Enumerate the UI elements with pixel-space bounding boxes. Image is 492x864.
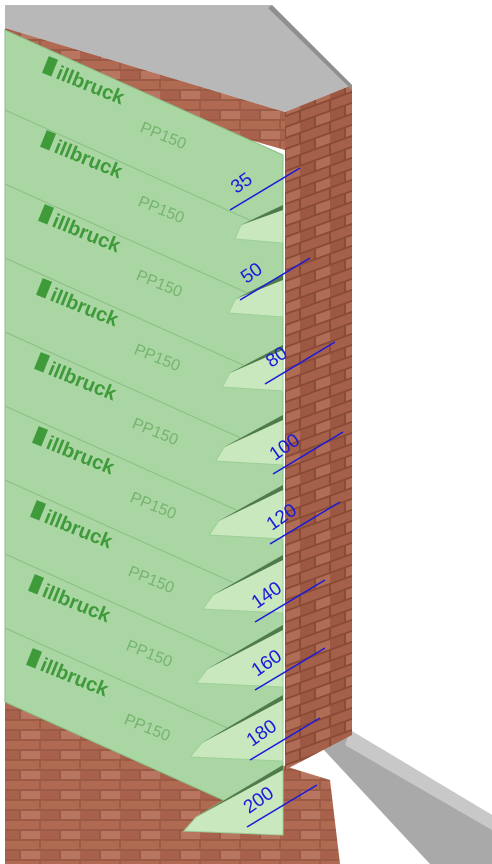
illustration: illbruckPP150200illbruckPP150180illbruck… (0, 0, 492, 864)
side-brick (285, 85, 352, 770)
